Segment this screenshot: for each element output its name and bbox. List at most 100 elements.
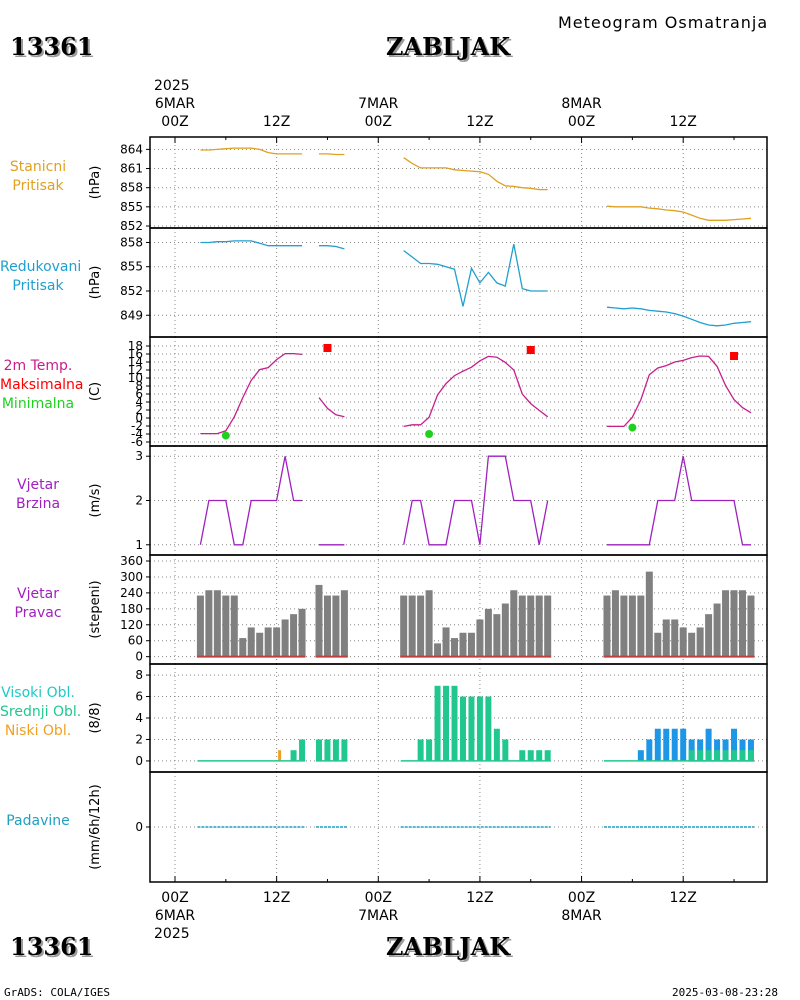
reduced_pressure-line (200, 240, 303, 247)
station-name-bottom: ZABLJAK (386, 932, 511, 961)
wind-direction-bar (620, 595, 628, 657)
wind-direction-bar (408, 595, 416, 657)
ytick-label: 858 (120, 235, 143, 249)
wind-direction-bar (298, 608, 306, 657)
panel-label-line: Maksimalna (0, 377, 84, 393)
ytick-label: 240 (120, 586, 143, 600)
mid-cloud-bar (519, 750, 526, 761)
mid-cloud-bar (434, 685, 441, 761)
wind-direction-bar (518, 595, 526, 657)
wind-direction-bar (315, 584, 323, 657)
ytick-label: 360 (120, 554, 143, 568)
reduced_pressure-line (606, 306, 752, 327)
high-cloud-bar (671, 728, 678, 761)
wind-direction-bar (417, 595, 425, 657)
wind-direction-bar (527, 595, 535, 657)
mid-cloud-bar (714, 750, 721, 761)
ytick-label: 2 (135, 494, 143, 508)
wind-direction-bar (230, 595, 238, 657)
mid-cloud-bar (739, 750, 746, 761)
wind_speed-yticks: 1 2 3 (135, 449, 150, 552)
ytick-label: 120 (120, 618, 143, 632)
ytick-label: 8 (135, 379, 143, 393)
reduced_pressure-label: Redukovani Pritisak (0, 258, 82, 296)
ytick-label: 60 (128, 634, 143, 648)
temperature-line (200, 352, 303, 435)
pressure-line (200, 147, 303, 155)
panel-frame (149, 136, 768, 229)
wind-direction-bar (459, 632, 467, 657)
ytick-label: 852 (120, 284, 143, 298)
precipitation-label: Padavine (0, 812, 76, 831)
wind-direction-bar (645, 571, 653, 657)
wind-direction-bar (196, 595, 204, 657)
panel-label-line: Visoki Obl. (1, 684, 75, 701)
ytick-label: 0 (135, 754, 143, 768)
mid-cloud-bar (493, 728, 500, 761)
panel-wind_direction: (stepeni) (88, 571, 755, 658)
panel-wind_speed: (m/s) (88, 455, 751, 546)
panel-label-line: Pritisak (12, 177, 64, 194)
mid-cloud-bar (544, 750, 551, 761)
wind_speed-line (403, 455, 549, 546)
high-cloud-bar (663, 728, 670, 761)
wind-direction-bar (493, 614, 501, 657)
ytick-label: 12 (128, 363, 143, 377)
precipitation-yticks: 0 (135, 820, 150, 834)
pressure-yticks: 852 855 858 861 864 (120, 142, 150, 233)
wind-direction-bar (264, 627, 272, 657)
reduced_pressure-line (403, 243, 548, 307)
ytick-label: 2 (135, 732, 143, 746)
ytick-label: -6 (131, 435, 143, 449)
top-day-label: 8MAR (561, 96, 602, 112)
ytick-label: 180 (120, 602, 143, 616)
tmax-marker (526, 346, 535, 354)
mid-cloud-bar (536, 750, 543, 761)
wind-direction-bar (247, 627, 255, 657)
wind-direction-bar (628, 595, 636, 657)
wind-direction-bar (501, 603, 509, 657)
tmin-marker (425, 430, 434, 438)
mid-cloud-bar (332, 739, 339, 761)
wind-direction-bar (442, 627, 450, 657)
panel-frame (149, 771, 768, 883)
panel-reduced_pressure: (hPa) (88, 240, 752, 327)
ytick-label: 1 (135, 538, 143, 552)
mid-cloud-bar (315, 739, 322, 761)
ytick-label: 18 (128, 339, 143, 353)
bottom-hour-label: 00Z (364, 890, 392, 906)
wind_speed-line (607, 456, 751, 546)
wind_speed-label: Vjetar Brzina (0, 476, 76, 514)
wind-direction-bar (205, 590, 213, 657)
mid-cloud-bar (459, 696, 466, 761)
meteogram-subtitle: Meteogram Osmatranja (558, 13, 769, 32)
mid-cloud-bar (527, 750, 534, 761)
mid-cloud-bar (731, 750, 738, 761)
mid-cloud-bar (688, 750, 695, 761)
panel-frames (149, 136, 768, 883)
pressure-line (319, 153, 345, 156)
bottom-day-label: 7MAR (358, 908, 399, 924)
ytick-label: 14 (128, 355, 143, 369)
mid-cloud-bar (722, 750, 729, 761)
wind-direction-bar (434, 643, 442, 657)
low-cloud-bar (278, 750, 282, 761)
high-cloud-bar (646, 739, 653, 761)
top-hour-label: 00Z (364, 114, 392, 130)
mid-cloud-bar (443, 685, 450, 761)
bottom-hour-label: 00Z (161, 890, 189, 906)
panel-label-line: Padavine (6, 812, 70, 829)
mid-cloud-bar (468, 696, 475, 761)
ytick-label: 8 (135, 668, 143, 682)
ytick-label: 6 (135, 690, 143, 704)
tmax-marker (730, 352, 739, 360)
tmin-marker (221, 431, 230, 440)
wind-direction-bar (484, 608, 492, 657)
panel-label-line: Redukovani (0, 258, 82, 275)
ytick-label: 0 (135, 411, 143, 425)
ylabel: (hPa) (88, 166, 103, 200)
wind-direction-bar (222, 595, 230, 657)
top-day-label: 6MAR (154, 96, 196, 112)
ytick-label: 2 (135, 403, 143, 417)
ylabel: (m/s) (88, 484, 103, 518)
